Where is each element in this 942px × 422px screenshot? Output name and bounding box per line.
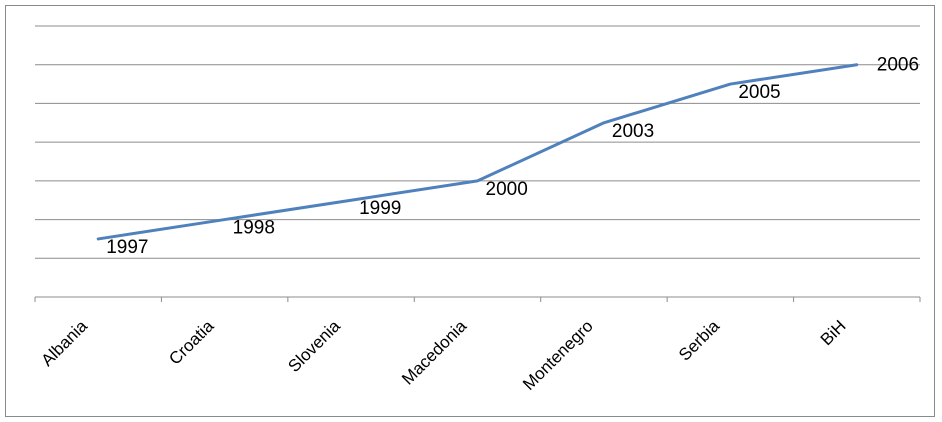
data-label: 1999 xyxy=(359,198,401,219)
x-tick-label: Slovenia xyxy=(284,316,344,376)
x-tick-label: Serbia xyxy=(675,316,724,365)
data-label: 1997 xyxy=(106,237,148,258)
x-tick-labels: Albania Croatia Slovenia Macedonia Montenegr… xyxy=(38,316,850,394)
series-line xyxy=(96,63,859,241)
data-label: 1998 xyxy=(233,218,275,239)
series-line-group xyxy=(96,63,859,241)
data-label: 2006 xyxy=(877,55,919,76)
x-axis xyxy=(34,296,921,302)
x-tick-label: Albania xyxy=(38,316,92,370)
x-tick-label: Croatia xyxy=(165,316,218,369)
chart-frame xyxy=(5,5,935,417)
data-label: 2005 xyxy=(738,82,780,103)
data-label: 2000 xyxy=(486,179,528,200)
data-label: 2003 xyxy=(612,121,654,142)
x-tick-label: BiH xyxy=(817,316,850,349)
gridlines xyxy=(35,25,920,259)
x-tick-label: Montenegro xyxy=(519,316,597,394)
x-tick-label: Macedonia xyxy=(398,316,471,389)
data-labels: 1997 1998 1999 2000 2003 2005 2006 xyxy=(106,55,919,258)
